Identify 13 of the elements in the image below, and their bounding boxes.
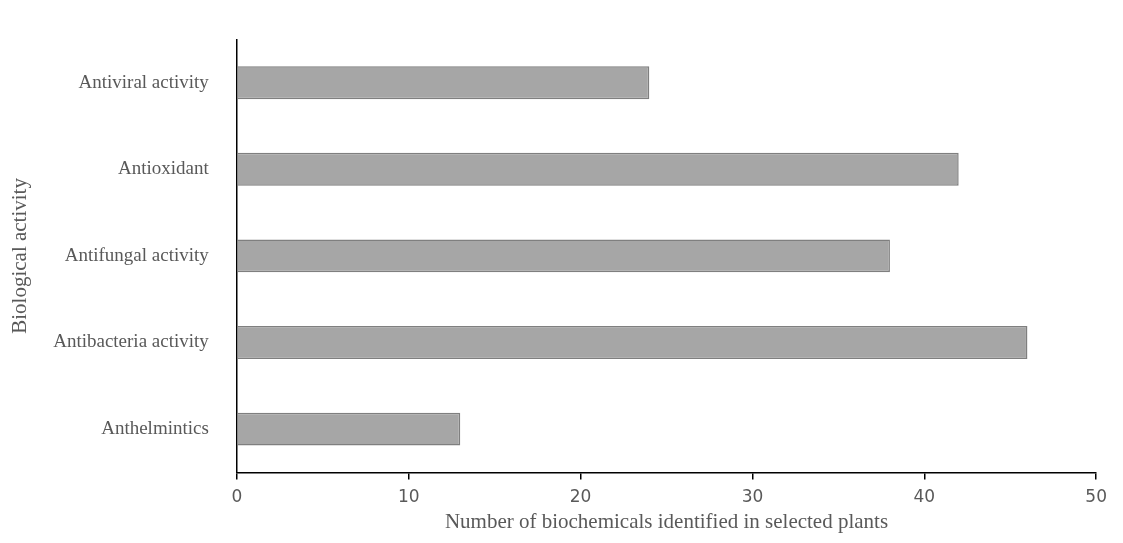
y-tick-label: Antioxidant <box>118 157 210 179</box>
y-tick-label: Antifungal activity <box>64 243 210 265</box>
x-axis-title: Number of biochemicals identified in selected plants <box>444 508 889 533</box>
y-tick-label: Anthelmintics <box>101 417 209 439</box>
x-tick-label: 20 <box>569 486 592 507</box>
x-tick-label: 30 <box>741 486 764 507</box>
x-tick-label: 0 <box>231 486 243 507</box>
x-tick-label: 40 <box>913 486 936 507</box>
x-tick-label: 10 <box>397 486 420 507</box>
y-tick-label: Antiviral activity <box>78 70 210 92</box>
x-tick-label: 50 <box>1085 486 1107 507</box>
y-tick-label: Antibacteria activity <box>53 330 210 352</box>
y-axis-title: Biological activity <box>7 177 32 334</box>
